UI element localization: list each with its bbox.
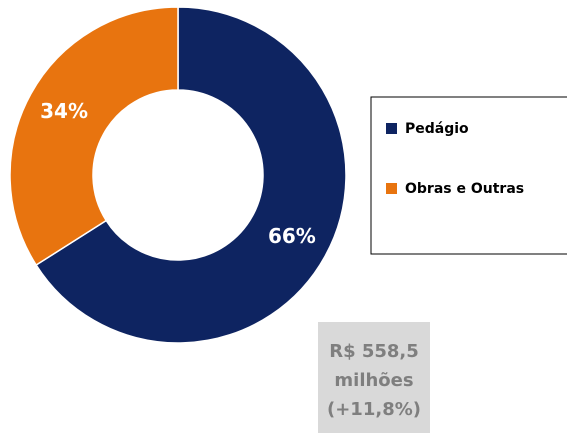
- legend-swatch: [386, 123, 397, 134]
- legend-label: Obras e Outras: [405, 181, 524, 197]
- legend-swatch: [386, 183, 397, 194]
- annotation-box: [318, 322, 430, 433]
- donut-slice: [35, 6, 347, 344]
- annotation: R$ 558,5: [329, 341, 419, 362]
- donut-slice: [9, 6, 179, 267]
- legend-label: Pedágio: [405, 121, 469, 137]
- data-label: 34%: [40, 99, 88, 123]
- data-label: 66%: [268, 224, 316, 248]
- annotation: milhões: [334, 370, 413, 391]
- legend-box: [370, 96, 567, 255]
- annotation: (+11,8%): [327, 399, 421, 420]
